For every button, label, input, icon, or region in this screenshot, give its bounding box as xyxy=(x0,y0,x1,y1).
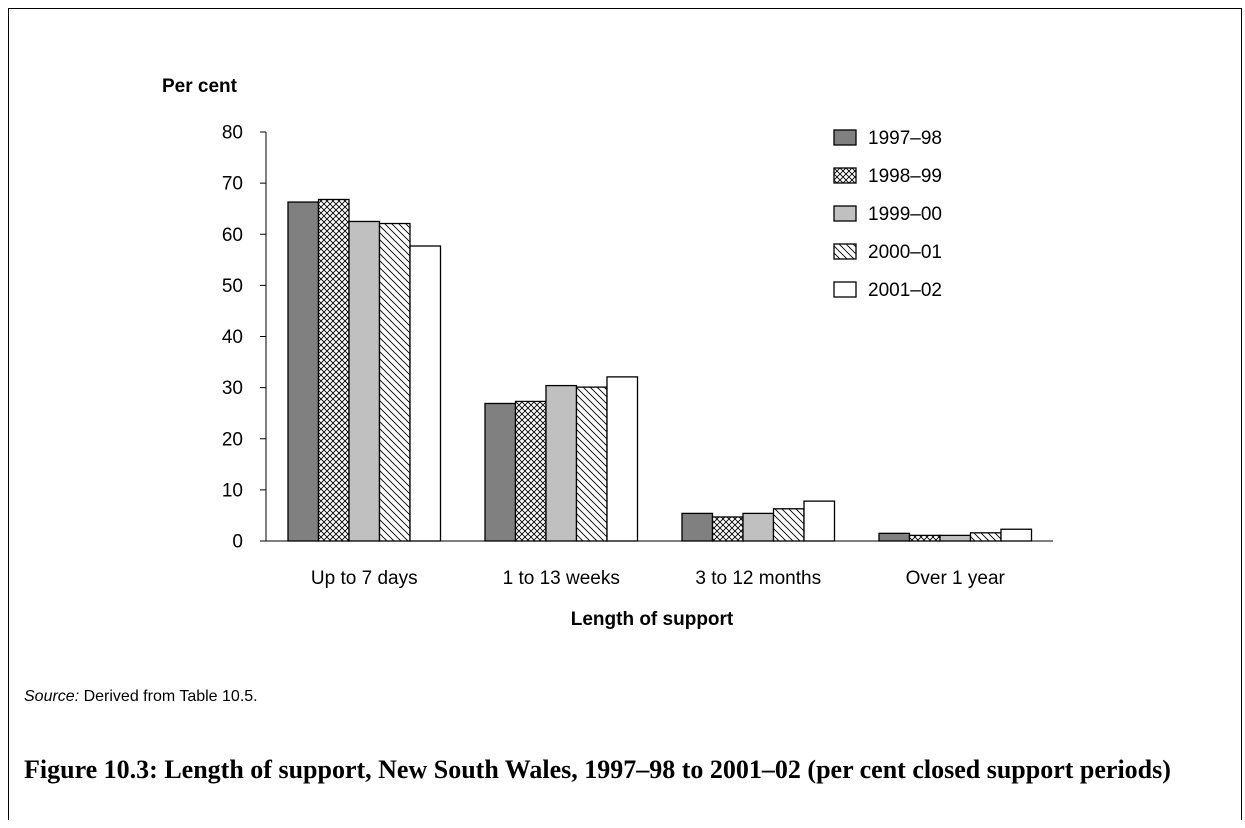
bar xyxy=(409,245,442,542)
bar xyxy=(378,222,411,542)
bar xyxy=(939,534,972,542)
bar xyxy=(575,386,608,542)
bar xyxy=(484,402,517,542)
bar xyxy=(287,201,320,542)
x-axis-title: Length of support xyxy=(571,609,734,630)
bar-chart: Per cent 0 10 20 30 40 50 60 70 80 Up to 7 days 1 … xyxy=(162,76,1053,630)
legend-label: 1997–98 xyxy=(868,128,942,149)
y-tick-label: 40 xyxy=(222,327,243,348)
bar xyxy=(711,516,744,542)
legend-label: 2001–02 xyxy=(868,280,942,301)
source-label: Source: xyxy=(24,688,80,705)
bar xyxy=(878,532,911,542)
legend-label: 2000–01 xyxy=(868,242,942,263)
bar xyxy=(606,376,639,542)
legend-label: 1999–00 xyxy=(868,204,942,225)
legend-swatch xyxy=(833,205,857,222)
bar xyxy=(908,534,941,542)
bar xyxy=(545,384,578,542)
y-tick-label: 20 xyxy=(222,429,243,450)
bar xyxy=(1000,528,1033,542)
x-tick-label: Over 1 year xyxy=(906,568,1006,589)
legend-swatch xyxy=(833,281,857,298)
legend-swatch xyxy=(833,243,857,260)
x-tick-label: 1 to 13 weeks xyxy=(503,568,620,589)
bar xyxy=(514,400,547,542)
bar xyxy=(803,500,836,542)
plot-area: 0 10 20 30 40 50 60 70 80 Up to 7 days 1 to 13 wee… xyxy=(222,123,1053,589)
y-tick-label: 70 xyxy=(222,174,243,195)
source-note: Source: Derived from Table 10.5. xyxy=(24,688,258,706)
legend-swatch xyxy=(833,129,857,146)
figure-frame xyxy=(8,8,1242,820)
y-tick-label: 50 xyxy=(222,276,243,297)
bar xyxy=(317,198,350,542)
y-tick-label: 80 xyxy=(222,123,243,144)
y-tick-label: 0 xyxy=(232,532,243,553)
y-tick-label: 60 xyxy=(222,225,243,246)
bar xyxy=(681,512,714,542)
legend-swatch xyxy=(833,167,857,184)
bar xyxy=(742,512,775,542)
x-tick-label: Up to 7 days xyxy=(311,568,418,589)
figure-caption: Figure 10.3: Length of support, New Sout… xyxy=(24,755,1171,784)
x-tick-label: 3 to 12 months xyxy=(695,568,821,589)
y-tick-label: 10 xyxy=(222,480,243,501)
source-text: Derived from Table 10.5. xyxy=(79,688,258,705)
y-tick-label: 30 xyxy=(222,378,243,399)
bar xyxy=(348,220,381,542)
y-axis-title: Per cent xyxy=(162,76,238,97)
legend: 1997–98 1998–99 1999–00 2000–01 2001–02 xyxy=(833,128,942,301)
bar xyxy=(969,532,1002,542)
bar xyxy=(772,508,805,542)
legend-label: 1998–99 xyxy=(868,166,942,187)
